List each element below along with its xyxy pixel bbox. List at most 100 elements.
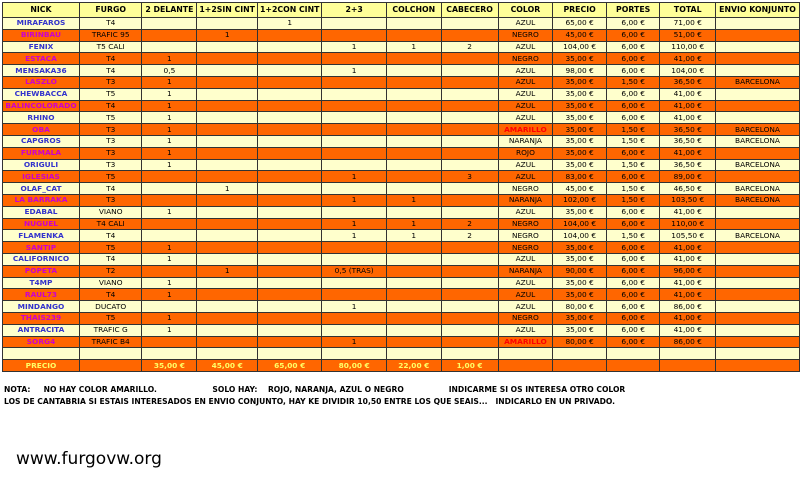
- cell-2-delante: [141, 217, 198, 231]
- cell-precio: 80,00 €: [552, 300, 607, 313]
- cell-color: AZUL: [497, 111, 554, 125]
- cell-2-delante: 1: [141, 123, 198, 136]
- cell-1-2-sin-cint: [196, 300, 258, 313]
- cell-2-3: 0,5 (TRAS): [321, 264, 387, 278]
- table-row: POPETA T2 1 0,5 (TRAS) NARANJA 90,00 €6,00 €9…: [2, 264, 800, 278]
- cell-2-delante: [141, 28, 198, 42]
- cell-portes: 6,00 €: [605, 264, 661, 278]
- cell-2-3: [321, 205, 387, 219]
- cell-1-2-con-cint: [256, 205, 323, 219]
- cell-total: 41,00 €: [659, 276, 716, 290]
- cell-precio: 35,00 €: [552, 134, 607, 148]
- cell-colchon: [385, 158, 442, 172]
- cell-color: NEGRO: [497, 52, 554, 66]
- cell-1-2-con-cint: [256, 335, 323, 349]
- cell-nick: RHINO: [2, 111, 80, 125]
- cell-colchon: [385, 111, 442, 125]
- cell-nick: FLAMENKA: [2, 229, 80, 243]
- cell-portes: 1,50 €: [605, 182, 661, 195]
- cell-2-3: 1: [321, 300, 387, 313]
- cell-furgo: TRAFIC 95: [78, 28, 143, 42]
- cell-2-3: [321, 241, 387, 254]
- cell-nick: MINDANGO: [2, 300, 80, 313]
- cell-1-2-sin-cint: [196, 99, 258, 113]
- cell-furgo: T5: [78, 311, 143, 325]
- cell-1-2-sin-cint: [196, 193, 258, 207]
- table-row: FURMALA T3 1 ROJO 35,00 €6,00 €41,00 €: [2, 146, 800, 160]
- cell-2-3: 1: [321, 229, 387, 243]
- cell-colchon: [385, 335, 442, 349]
- note-line-2: LOS DE CANTABRIA SI ESTAIS INTERESADOS E…: [4, 397, 616, 406]
- cell-envio-konjunto: [714, 111, 800, 125]
- cell-portes: 6,00 €: [605, 288, 661, 302]
- cell-1-2-con-cint: [256, 264, 323, 278]
- cell-precio: 35,00 €: [552, 323, 607, 337]
- cell-furgo: T3: [78, 134, 143, 148]
- cell-1-2-con-cint: [256, 300, 323, 313]
- cell-2-delante: 1: [141, 311, 198, 325]
- cell-color: NEGRO: [497, 229, 554, 243]
- cell-color: AZUL: [497, 288, 554, 302]
- cell-colchon: [385, 99, 442, 113]
- cell-2-3: 1: [321, 170, 387, 184]
- cell-1-2-sin-cint: [196, 17, 258, 30]
- cell-portes: 1,50 €: [605, 193, 661, 207]
- cell-1-2-sin-cint: [196, 111, 258, 125]
- cell-colchon: [385, 323, 442, 337]
- cell-cabecero: [440, 311, 499, 325]
- cell-2-3: [321, 158, 387, 172]
- cell-2-delante: 1: [141, 75, 198, 89]
- cell-colchon: [385, 17, 442, 30]
- cell-1-2-sin-cint: [196, 75, 258, 89]
- cell-precio: 35,00 €: [552, 146, 607, 160]
- cell-total: 46,50 €: [659, 182, 716, 195]
- cell-1-2-con-cint: [256, 311, 323, 325]
- cell-portes: 6,00 €: [605, 170, 661, 184]
- cell-portes: 6,00 €: [605, 146, 661, 160]
- cell-2-3: [321, 87, 387, 101]
- table-row: MIRAFAROS T4 1 AZUL 65,00 €6,00 €71,00 €: [2, 17, 800, 30]
- cell-furgo: T3: [78, 158, 143, 172]
- cell-cabecero: [440, 28, 499, 42]
- cell-total: 41,00 €: [659, 146, 716, 160]
- cell-furgo: T4: [78, 52, 143, 66]
- cell-nick: IGLESIAS: [2, 170, 80, 184]
- table-row: SANTIP T5 1 NEGRO 35,00 €6,00 €41,00 €: [2, 241, 800, 254]
- cell-total: 103,50 €: [659, 193, 716, 207]
- cell-total: 110,00 €: [659, 217, 716, 231]
- cell-1-2-sin-cint: 1: [196, 28, 258, 42]
- cell-portes: 6,00 €: [605, 241, 661, 254]
- cell-furgo: T3: [78, 146, 143, 160]
- cell-1-2-con-cint: [256, 75, 323, 89]
- cell-nick: CAPGROS: [2, 134, 80, 148]
- cell-furgo: T4: [78, 288, 143, 302]
- cell-nick: LASZLO: [2, 75, 80, 89]
- cell-1-2-con-cint: [256, 217, 323, 231]
- cell-2-3: [321, 288, 387, 302]
- cell-precio: 102,00 €: [552, 193, 607, 207]
- cell-1-2-con-cint: 1: [256, 17, 323, 30]
- cell-total: [659, 347, 716, 361]
- cell-color: AZUL: [497, 87, 554, 101]
- cell-colchon: [385, 87, 442, 101]
- cell-cabecero: [440, 276, 499, 290]
- cell-cabecero: [440, 205, 499, 219]
- cell-1-2-sin-cint: [196, 40, 258, 54]
- cell-total: 41,00 €: [659, 241, 716, 254]
- cell-1-2-sin-cint: [196, 134, 258, 148]
- order-table: NICK FURGO 2 DELANTE 1+2SIN CINT 1+2CON …: [2, 2, 800, 372]
- cell-color: AMARILLO: [497, 335, 554, 349]
- cell-2-delante: [141, 335, 198, 349]
- cell-portes: 6,00 €: [605, 335, 661, 349]
- cell-furgo: T5: [78, 170, 143, 184]
- cell-2-delante: 1: [141, 111, 198, 125]
- cell-total: 41,00 €: [659, 111, 716, 125]
- cell-colchon: [385, 170, 442, 184]
- precio-row-cabecero: 1,00 €: [440, 359, 499, 372]
- cell-cabecero: [440, 99, 499, 113]
- cell-colchon: [385, 123, 442, 136]
- cell-2-delante: 1: [141, 323, 198, 337]
- cell-precio: 35,00 €: [552, 311, 607, 325]
- cell-precio: 90,00 €: [552, 264, 607, 278]
- header-cabecero: CABECERO: [440, 2, 499, 18]
